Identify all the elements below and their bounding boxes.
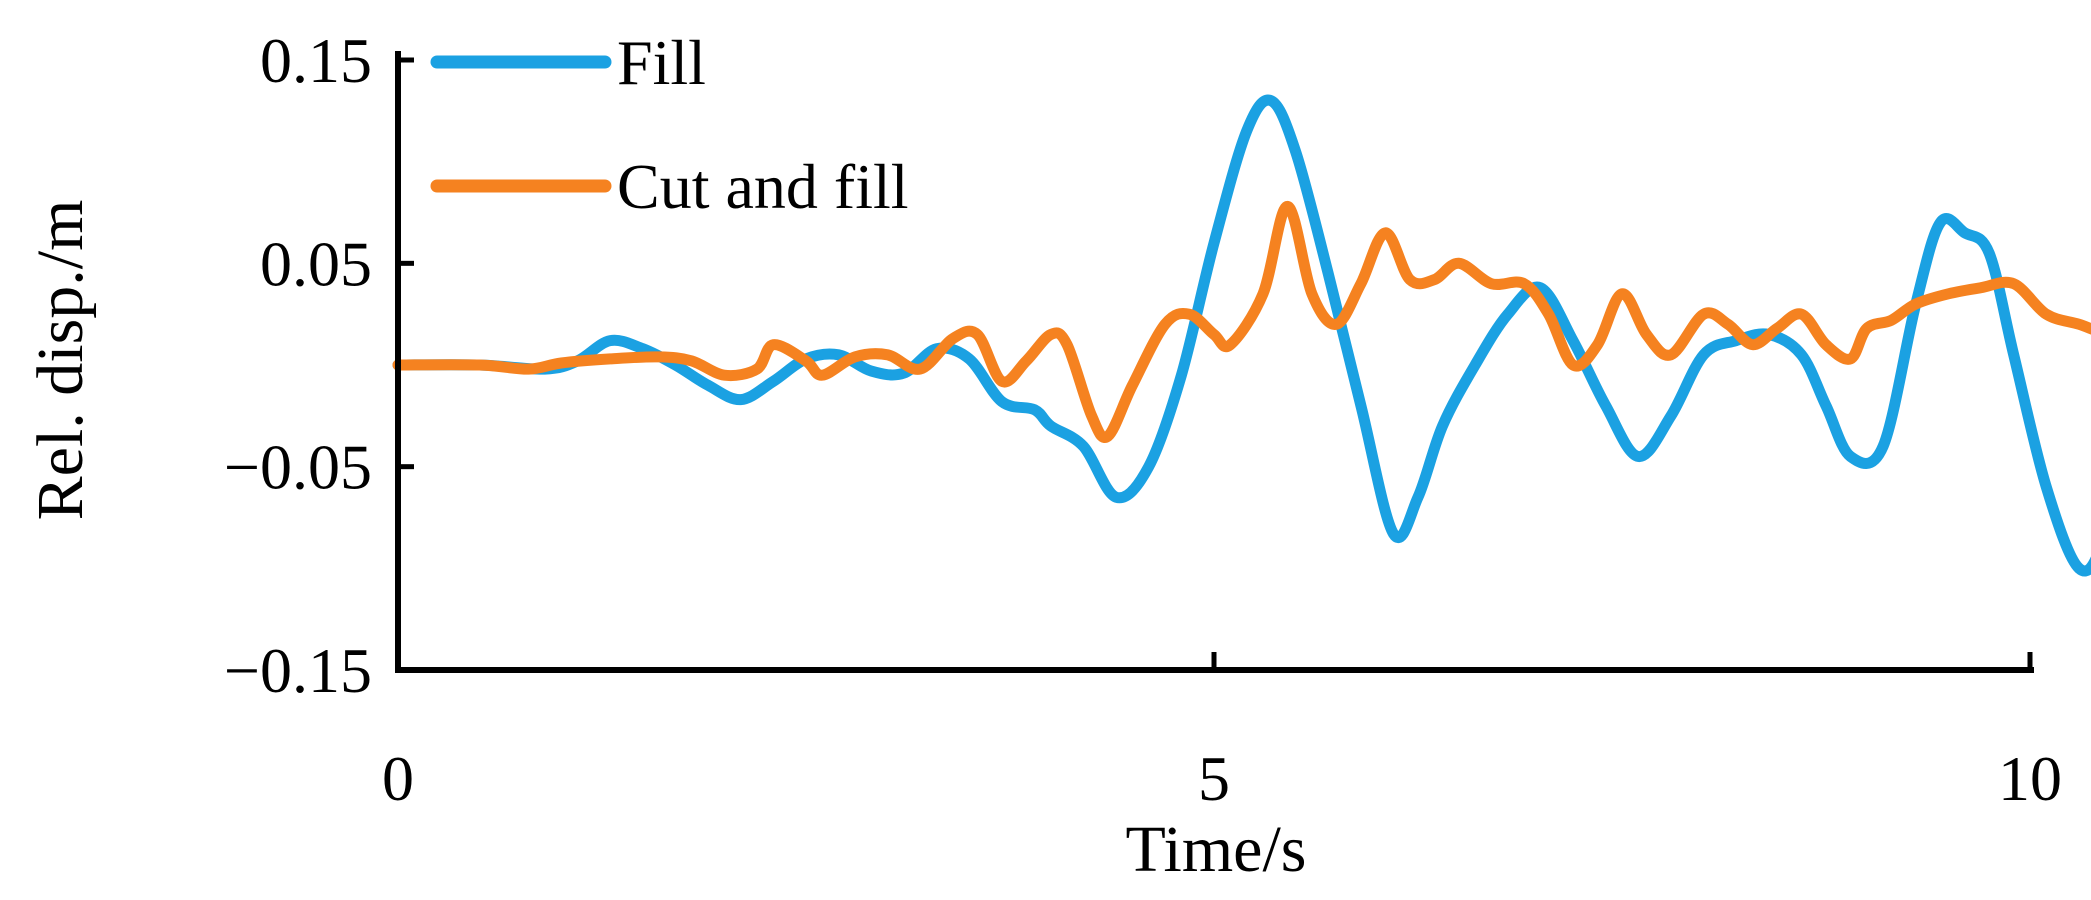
series-line-cut-and-fill bbox=[392, 200, 2091, 443]
y-axis-title: Rel. disp./m bbox=[24, 200, 97, 521]
y-tick-label: −0.15 bbox=[224, 635, 372, 706]
legend: Fill Cut and fill bbox=[430, 27, 909, 222]
x-tick-label: 0 bbox=[382, 743, 414, 814]
legend-label-cut-and-fill: Cut and fill bbox=[617, 151, 909, 222]
x-axis-title: Time/s bbox=[1126, 813, 1307, 886]
y-tick-group: 0.15 0.05 −0.05 −0.15 bbox=[224, 25, 414, 706]
x-tick-group: 0 5 10 bbox=[382, 652, 2062, 814]
legend-item-fill: Fill bbox=[430, 27, 706, 98]
x-tick-label: 10 bbox=[1998, 743, 2062, 814]
series-layer bbox=[392, 94, 2091, 577]
plot-area bbox=[392, 94, 2091, 577]
legend-item-cut-and-fill: Cut and fill bbox=[430, 151, 909, 222]
y-tick-label: 0.15 bbox=[260, 25, 372, 96]
y-tick-label: −0.05 bbox=[224, 432, 372, 503]
x-tick-label: 5 bbox=[1198, 743, 1230, 814]
y-tick-label: 0.05 bbox=[260, 228, 372, 299]
series-line-fill bbox=[392, 94, 2091, 577]
legend-label-fill: Fill bbox=[617, 27, 706, 98]
